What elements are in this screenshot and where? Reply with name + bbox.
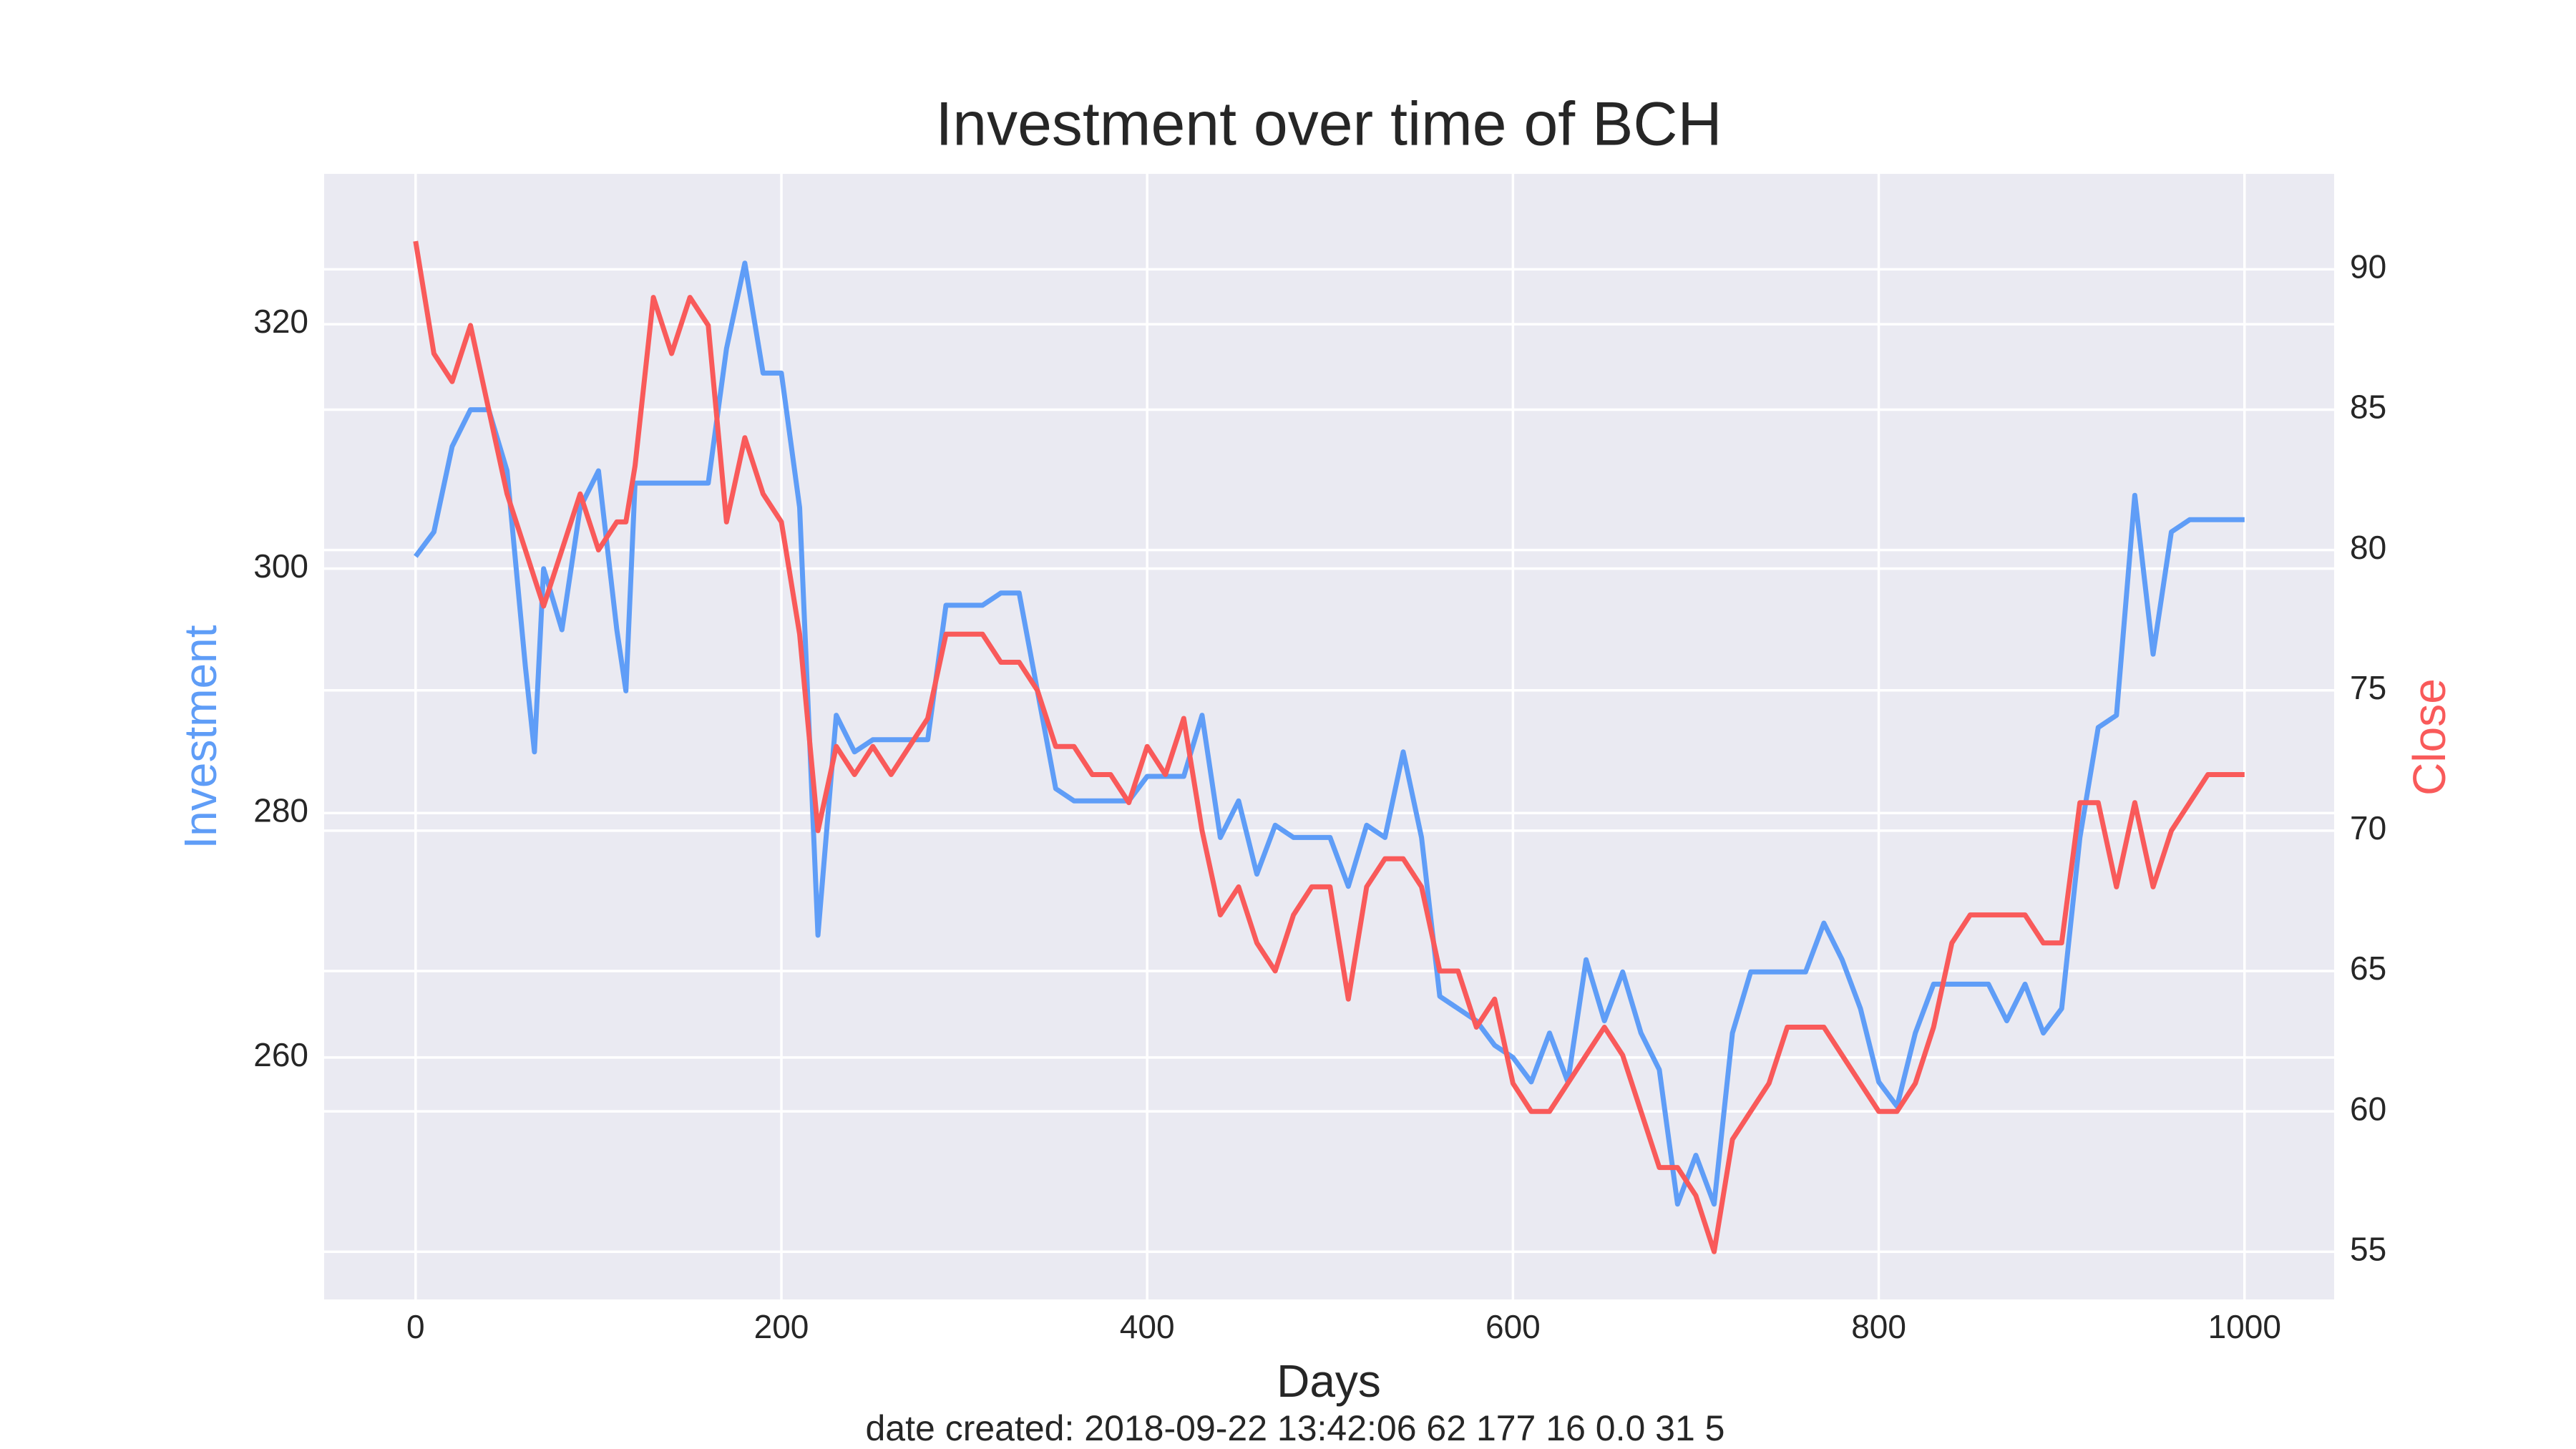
series-line xyxy=(413,240,2245,1254)
y-tick-label: 280 xyxy=(253,791,308,829)
y2-axis-label: Close xyxy=(2404,678,2455,796)
x-tick-label: 400 xyxy=(1120,1308,1175,1345)
y-tick-label: 320 xyxy=(253,303,308,340)
y2-tick-label: 80 xyxy=(2350,529,2386,566)
y2-tick-label: 65 xyxy=(2350,950,2386,987)
y-tick-label: 300 xyxy=(253,547,308,585)
x-tick-label: 0 xyxy=(406,1308,425,1345)
y2-tick-label: 75 xyxy=(2350,669,2386,706)
x-tick-label: 800 xyxy=(1851,1308,1906,1345)
x-tick-label: 1000 xyxy=(2208,1308,2281,1345)
y-tick-label: 260 xyxy=(253,1036,308,1073)
y2-tick-label: 90 xyxy=(2350,248,2386,286)
chart-title: Investment over time of BCH xyxy=(935,90,1722,159)
y2-tick-label: 60 xyxy=(2350,1090,2386,1127)
x-tick-label: 200 xyxy=(754,1308,809,1345)
y2-tick-label: 55 xyxy=(2350,1230,2386,1267)
y-axis-label: Investment xyxy=(175,625,226,849)
x-axis-label: Days xyxy=(1277,1355,1381,1407)
plot-area xyxy=(324,174,2334,1299)
y2-tick-label: 85 xyxy=(2350,389,2386,426)
y2-tick-label: 70 xyxy=(2350,809,2386,847)
x-tick-label: 600 xyxy=(1485,1308,1541,1345)
footer: date created: 2018-09-22 13:42:06 62 177… xyxy=(866,1408,1725,1448)
series-line xyxy=(413,260,2245,1207)
